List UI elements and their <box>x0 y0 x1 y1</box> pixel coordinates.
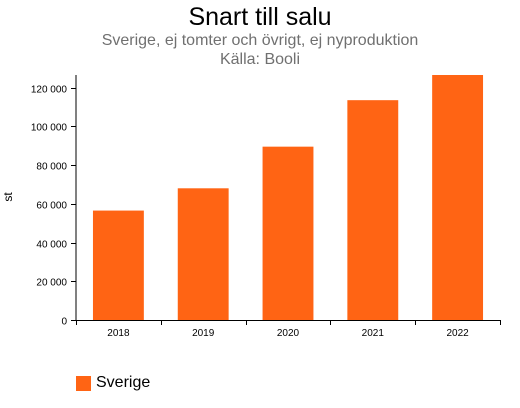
y-axis-label: st <box>1 192 15 202</box>
y-tick-label: 60 000 <box>36 201 67 212</box>
bar <box>92 210 144 320</box>
chart-source: Källa: Booli <box>219 51 301 68</box>
x-tick-label: 2018 <box>107 328 130 339</box>
bar <box>347 100 399 321</box>
x-tick-label: 2019 <box>192 328 215 339</box>
bar <box>432 75 484 320</box>
x-tick-label: 2022 <box>446 328 469 339</box>
bar <box>262 146 314 320</box>
legend-swatch <box>76 375 91 391</box>
y-tick-label: 0 <box>61 317 67 328</box>
y-tick-label: 80 000 <box>36 162 67 173</box>
chart-title: Snart till salu <box>188 3 332 31</box>
x-tick-label: 2021 <box>362 328 385 339</box>
x-tick-label: 2020 <box>277 328 300 339</box>
y-tick-label: 100 000 <box>31 123 68 134</box>
bar <box>177 188 229 320</box>
y-tick-label: 40 000 <box>36 240 67 251</box>
y-tick-label: 120 000 <box>31 85 68 96</box>
chart-subtitle: Sverige, ej tomter och övrigt, ej nyprod… <box>101 32 419 49</box>
y-tick-label: 20 000 <box>36 278 67 289</box>
legend-label: Sverige <box>96 374 151 391</box>
legend: Sverige <box>76 374 150 392</box>
